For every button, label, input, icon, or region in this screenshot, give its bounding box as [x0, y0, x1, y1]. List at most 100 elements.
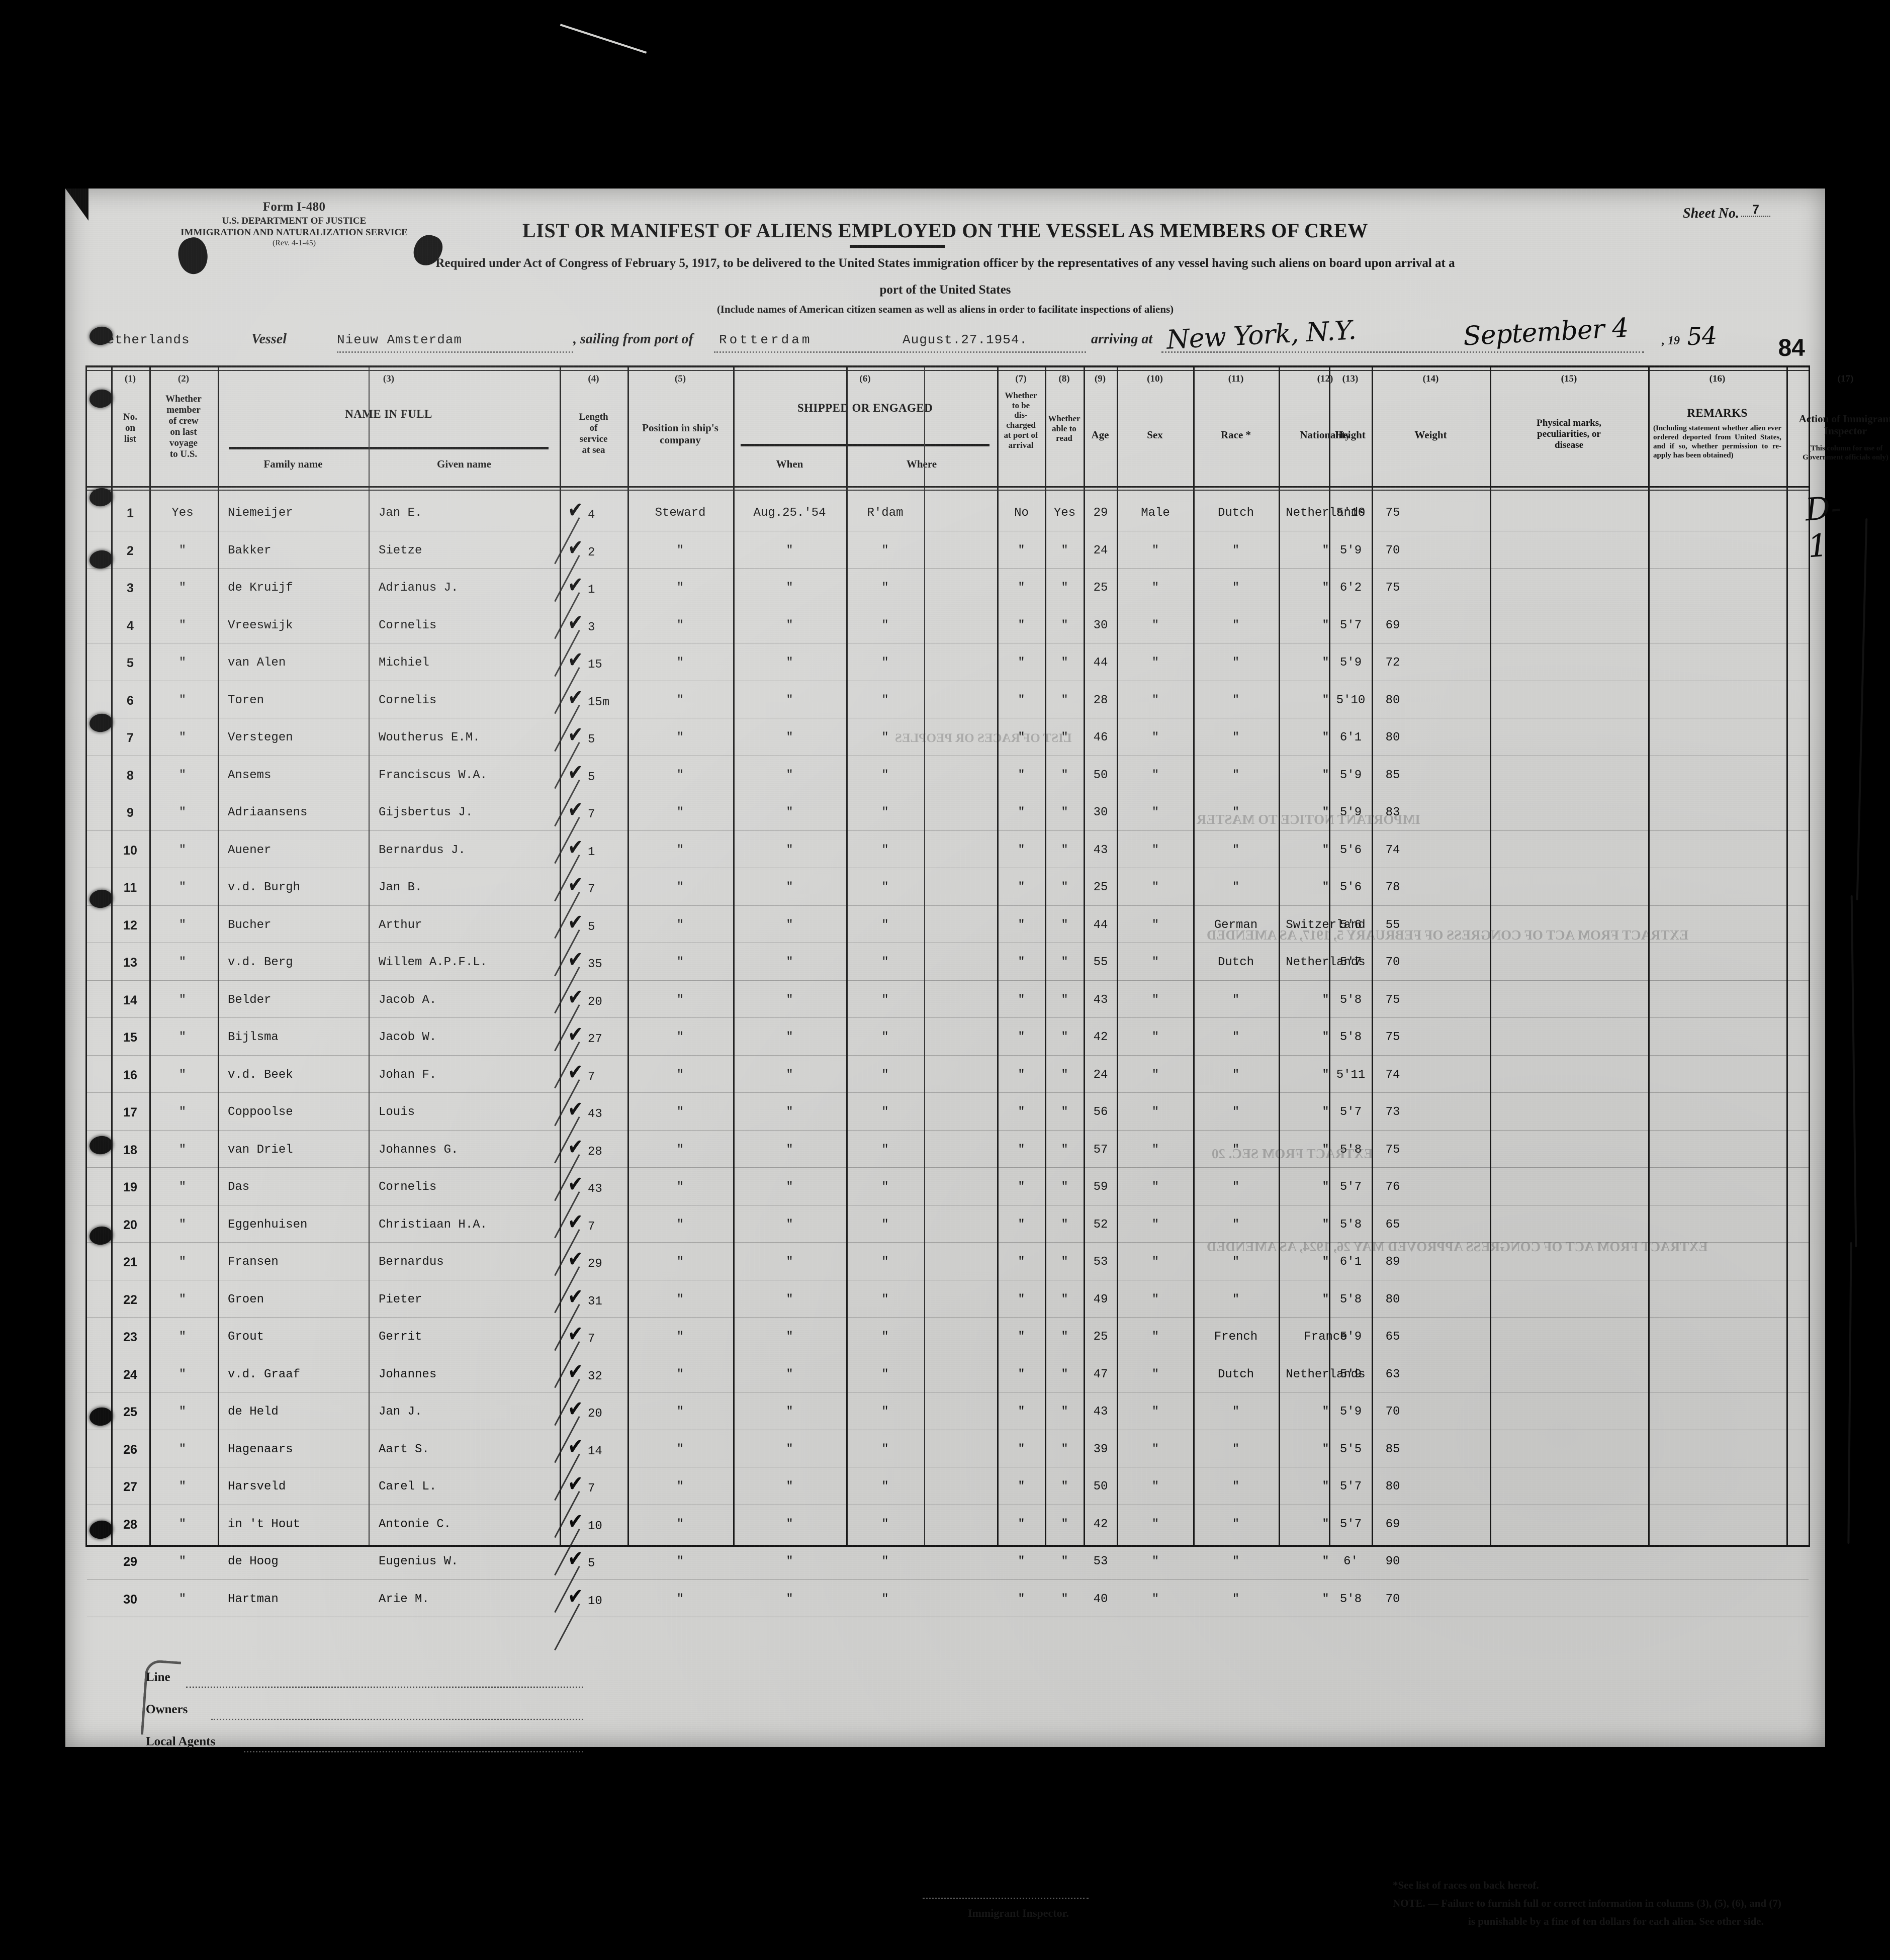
cell-sex: "	[1151, 881, 1159, 894]
column-number-13: (13)	[1342, 374, 1359, 384]
cell-crew: "	[178, 1292, 187, 1306]
statutory-requirement-text: Required under Act of Congress of Februa…	[435, 256, 1455, 270]
row-separator	[87, 1242, 1809, 1243]
cell-race: "	[1232, 1480, 1240, 1494]
cell-discharged: "	[1018, 1555, 1025, 1568]
cell-when: "	[786, 656, 793, 670]
cell-age: 40	[1093, 1592, 1108, 1606]
cell-sex: "	[1151, 1068, 1159, 1082]
cell-position: "	[676, 1330, 684, 1344]
service-checkmark-icon: ✔	[567, 533, 584, 562]
cell-height: 5'8	[1339, 1292, 1362, 1306]
cell-weight: 75	[1385, 1143, 1400, 1157]
cell-crew: "	[178, 1218, 187, 1232]
cell-sex: "	[1151, 618, 1159, 632]
cell-nationality: "	[1322, 768, 1329, 782]
cell-where: "	[881, 581, 889, 595]
cell-when: "	[786, 1480, 793, 1494]
cell-discharged: "	[1018, 1330, 1025, 1344]
cell-no: 1	[127, 506, 134, 520]
cell-given: Jacob A.	[379, 993, 437, 1007]
cell-discharged: "	[1018, 1031, 1025, 1044]
cell-no: 2	[127, 543, 134, 558]
cell-family: Das	[228, 1180, 250, 1194]
cell-crew: "	[178, 806, 187, 819]
cell-given: Aart S.	[379, 1442, 429, 1456]
cell-given: Gijsbertus J.	[379, 806, 473, 819]
cell-position: "	[676, 693, 684, 707]
header-name-in-full: NAME IN FULL	[345, 408, 432, 420]
cell-given: Jan E.	[379, 506, 422, 520]
cell-position: "	[676, 1442, 684, 1456]
cell-where: "	[881, 618, 889, 632]
revision-date: (Rev. 4-1-45)	[272, 238, 316, 247]
cell-discharged: "	[1018, 881, 1025, 894]
cell-when: "	[786, 1292, 793, 1306]
cell-no: 7	[127, 731, 134, 745]
cell-no: 25	[123, 1405, 137, 1419]
cell-service: 10	[588, 1519, 602, 1533]
year-value: 54	[1686, 321, 1718, 351]
cell-weight: 70	[1385, 1592, 1400, 1606]
column-number-11: (11)	[1228, 374, 1244, 384]
cell-age: 44	[1093, 918, 1108, 932]
cell-given: Johannes G.	[379, 1143, 459, 1157]
column-number-16: (16)	[1709, 374, 1726, 384]
cell-race: "	[1232, 1031, 1240, 1044]
cell-read: "	[1061, 1068, 1068, 1082]
cell-nationality: "	[1322, 1218, 1329, 1232]
cell-read: "	[1061, 1218, 1068, 1232]
cell-crew: Yes	[171, 506, 194, 520]
cell-age: 43	[1093, 843, 1108, 857]
header-height: Height	[1335, 429, 1366, 441]
cell-read: "	[1061, 656, 1068, 670]
cell-no: 21	[123, 1255, 137, 1269]
cell-nationality: "	[1322, 543, 1329, 557]
cell-service: 1	[588, 583, 595, 597]
cell-where: "	[881, 1405, 889, 1419]
cell-when: "	[786, 1143, 793, 1157]
cell-read: "	[1061, 1031, 1068, 1044]
cell-no: 26	[123, 1442, 137, 1457]
cell-weight: 65	[1385, 1218, 1400, 1232]
cell-service: 1	[588, 845, 595, 859]
cell-weight: 75	[1385, 506, 1400, 520]
cell-discharged: "	[1018, 1442, 1025, 1456]
cell-race: "	[1232, 843, 1240, 857]
cell-family: Toren	[228, 693, 264, 707]
service-checkmark-icon: ✔	[567, 945, 584, 974]
cell-no: 18	[123, 1143, 137, 1157]
cell-weight: 55	[1385, 918, 1400, 932]
cell-age: 25	[1093, 881, 1108, 894]
cell-service: 15m	[588, 695, 610, 709]
cell-age: 50	[1093, 768, 1108, 782]
cell-when: "	[786, 1555, 793, 1568]
column-number-9: (9)	[1094, 374, 1106, 384]
cell-discharged: "	[1018, 1480, 1025, 1494]
cell-where: "	[881, 1442, 889, 1456]
cell-discharged: "	[1018, 1405, 1025, 1419]
arriving-dotted-rule	[1161, 351, 1644, 353]
cell-when: "	[786, 731, 793, 744]
cell-height: 5'9	[1339, 1367, 1362, 1381]
cell-read: "	[1061, 1592, 1068, 1606]
cell-when: "	[786, 1367, 793, 1381]
local-agents-label: Local Agents	[146, 1735, 216, 1748]
cell-discharged: "	[1018, 693, 1025, 707]
cell-nationality: "	[1322, 806, 1329, 819]
header-remarks-sub: (Including statement whether alien ever …	[1653, 424, 1781, 459]
header-no-on-list: No. on list	[123, 412, 137, 445]
cell-race: "	[1232, 1143, 1240, 1157]
cell-crew: "	[178, 1592, 187, 1606]
header-given-name: Given name	[437, 458, 491, 470]
cell-read: "	[1061, 1517, 1068, 1531]
cell-age: 50	[1093, 1480, 1108, 1494]
cell-age: 25	[1093, 581, 1108, 595]
cell-discharged: "	[1018, 1068, 1025, 1082]
cell-nationality: "	[1322, 881, 1329, 894]
cell-discharged: "	[1018, 993, 1025, 1007]
cell-age: 43	[1093, 993, 1108, 1007]
cell-discharged: "	[1018, 1105, 1025, 1119]
cell-where: "	[881, 731, 889, 744]
cell-age: 49	[1093, 1292, 1108, 1306]
